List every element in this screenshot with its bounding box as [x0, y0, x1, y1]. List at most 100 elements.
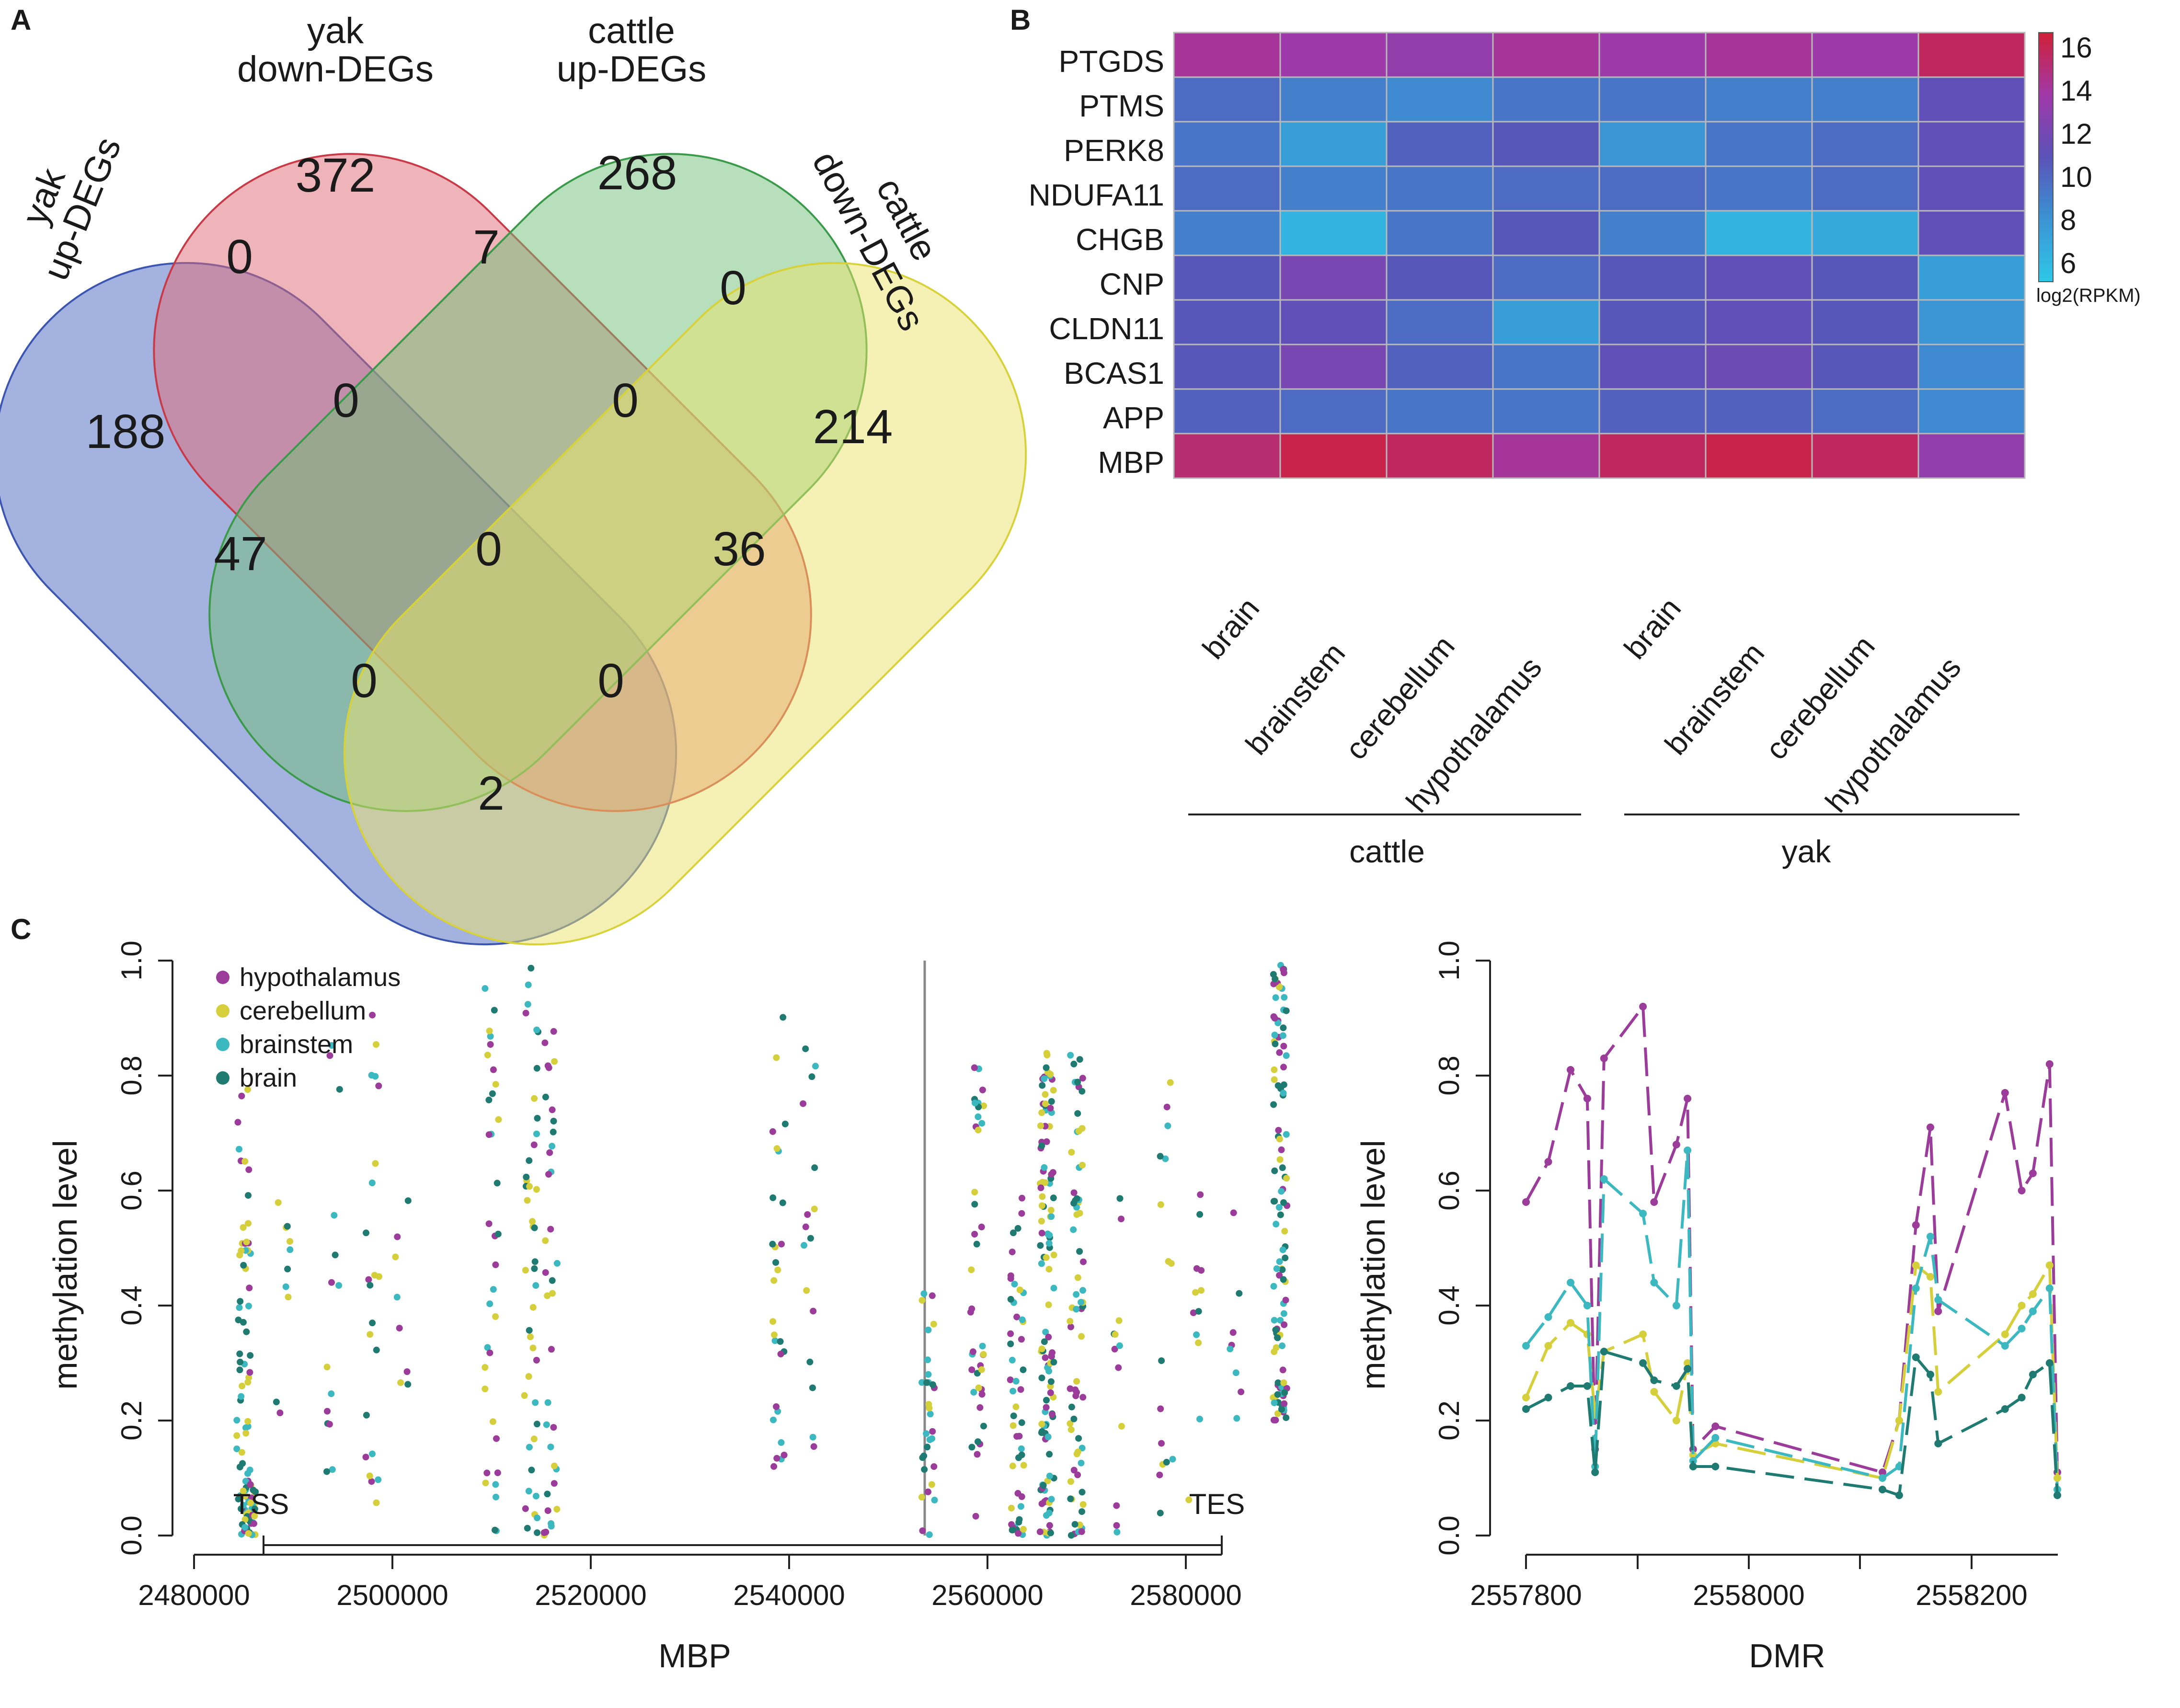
group-label-yak: yak: [1782, 834, 1832, 869]
panel-a-label: A: [11, 4, 31, 36]
heatmap-cell: [1279, 165, 1388, 212]
scatter-point: [1272, 975, 1279, 983]
scatter-point: [275, 1199, 282, 1206]
scatter-point: [522, 1009, 529, 1017]
scatter-point: [1038, 1202, 1045, 1209]
scatter-x-title: MBP: [658, 1637, 731, 1674]
scatter-point: [1068, 1149, 1075, 1156]
scatter-point: [533, 1065, 540, 1072]
scatter-point: [1277, 1211, 1284, 1218]
scatter-point: [531, 1224, 538, 1231]
scatter-point: [1281, 1227, 1288, 1235]
scatter-point: [1078, 1299, 1085, 1306]
dmr-line: [1525, 1002, 2059, 1474]
scatter-point: [1016, 1286, 1023, 1294]
scatter-point: [1047, 1529, 1054, 1536]
heatmap-cell: [1279, 254, 1388, 301]
scatter-point: [1157, 1153, 1164, 1160]
scatter-point: [237, 1298, 244, 1305]
dmr-point: [2045, 1359, 2054, 1367]
scatter-point: [1007, 1295, 1014, 1303]
dmr-point: [2029, 1307, 2037, 1315]
dmr-point: [1522, 1394, 1530, 1401]
scatter-point: [284, 1223, 291, 1230]
scatter-point: [970, 1388, 977, 1396]
scatter-point: [1193, 1331, 1200, 1338]
scatter-point: [1274, 1379, 1282, 1387]
scatter-point: [234, 1119, 241, 1126]
scatter-point: [545, 1064, 552, 1071]
heatmap-cell: [1279, 32, 1388, 78]
scatter-point: [553, 1506, 561, 1513]
scatter-point: [1271, 1032, 1278, 1039]
scatter-point: [1046, 1522, 1053, 1529]
dmr-point: [1583, 1095, 1591, 1102]
heatmap-cell: [1811, 32, 1919, 78]
scatter-point: [1076, 1521, 1083, 1528]
gene-label: BCAS1: [1064, 356, 1164, 390]
scatter-point: [1018, 1210, 1025, 1217]
scatter-point: [918, 1379, 926, 1386]
heatmap-cell: [1386, 344, 1494, 390]
tissue-label: brain: [1196, 591, 1266, 665]
scatter-point: [493, 1493, 499, 1501]
scatter-point: [781, 1121, 789, 1127]
scatter-point: [492, 1313, 499, 1320]
scatter-point: [1271, 1167, 1278, 1174]
scatter-point: [918, 1297, 926, 1304]
venn-label-cattle-up-line2: up-DEGs: [557, 49, 707, 90]
scatter-point: [482, 1386, 489, 1392]
scatter-point: [978, 1120, 986, 1127]
scatter-point: [1067, 1532, 1075, 1539]
scatter-point: [1018, 1336, 1025, 1343]
heatmap-cell: [1598, 76, 1707, 123]
scatter-point: [543, 1421, 550, 1428]
scatter-point: [550, 1424, 557, 1431]
dmr-point: [1522, 1198, 1530, 1206]
scatter-point: [1118, 1422, 1125, 1430]
scatter-point: [1007, 1341, 1014, 1347]
scatter-point: [1281, 1389, 1288, 1396]
dmr-point: [1650, 1279, 1658, 1286]
dmr-point: [1567, 1279, 1574, 1286]
scatter-point: [1271, 1015, 1278, 1022]
colorbar-tick: 12: [2060, 118, 2092, 150]
scatter-point: [373, 1346, 380, 1353]
heatmap-cell: [1811, 210, 1919, 256]
scatter-point: [925, 1488, 931, 1495]
scatter-point: [545, 1171, 552, 1178]
scatter-point: [1279, 1366, 1286, 1374]
scatter-point: [486, 1349, 493, 1356]
scatter-point: [487, 1033, 494, 1040]
heatmap-cell: [1811, 254, 1919, 301]
scatter-point: [285, 1294, 292, 1301]
scatter-point: [806, 1358, 814, 1365]
dmr-series-brainstem: [1522, 1146, 2061, 1493]
scatter-point: [800, 1100, 807, 1107]
scatter-point: [542, 1269, 549, 1276]
scatter-point: [251, 1505, 258, 1513]
gene-label: PTMS: [1079, 89, 1164, 123]
scatter-point: [1018, 1451, 1025, 1458]
scatter-point: [1271, 1348, 1278, 1355]
panel-c-scatter: C 0.0 0.2 0.4 0.6 0.8 1.0 methylation le…: [11, 913, 1291, 1674]
legend-label: cerebellum: [240, 997, 366, 1025]
heatmap-cell: [1811, 165, 1919, 212]
scatter-point: [243, 1328, 250, 1335]
scatter-point: [930, 1320, 937, 1328]
dmr-point: [1684, 1095, 1692, 1102]
scatter-point: [542, 1093, 549, 1100]
scatter-point: [770, 1416, 777, 1423]
scatter-point: [482, 985, 489, 992]
colorbar-ticks: 16 14 12 10 8 6: [2060, 32, 2092, 279]
scatter-point: [524, 1525, 531, 1532]
scatter-point: [1274, 1334, 1281, 1341]
scatter-point: [809, 1433, 816, 1441]
heatmap-gene-labels: PTGDS PTMS PERK8 NDUFA11 CHGB CNP CLDN11…: [1029, 44, 1164, 480]
scatter-point: [375, 1082, 382, 1089]
scatter-point: [1230, 1209, 1237, 1216]
scatter-point: [251, 1520, 257, 1527]
scatter-point: [1193, 1265, 1200, 1272]
scatter-point: [363, 1229, 369, 1237]
scatter-point: [544, 1490, 551, 1498]
